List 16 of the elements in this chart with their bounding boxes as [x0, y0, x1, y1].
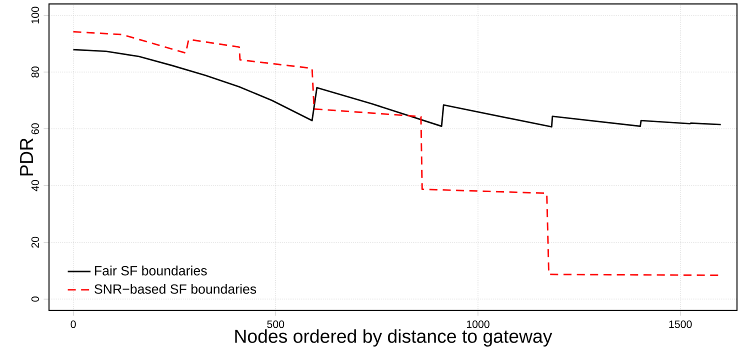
y-tick-label: 40 [31, 180, 39, 192]
legend-label: Fair SF boundaries [95, 266, 207, 276]
x-tick-label: 500 [267, 320, 284, 328]
y-tick-label: 60 [31, 123, 39, 134]
y-axis-title: PDR [20, 138, 33, 176]
x-tick-label: 1500 [669, 320, 692, 328]
line-series [72, 48, 722, 128]
y-tick-label: 0 [31, 296, 39, 302]
y-tick-label: 80 [31, 66, 39, 78]
legend-label: SNR−based SF boundaries [94, 284, 256, 294]
x-tick-label: 0 [70, 320, 76, 328]
line-series [72, 31, 720, 276]
x-tick-label: 1000 [466, 320, 490, 328]
y-tick-label: 100 [31, 6, 39, 24]
y-tick-label: 20 [31, 236, 39, 248]
x-axis-title: Nodes ordered by distance to gateway [235, 329, 552, 347]
